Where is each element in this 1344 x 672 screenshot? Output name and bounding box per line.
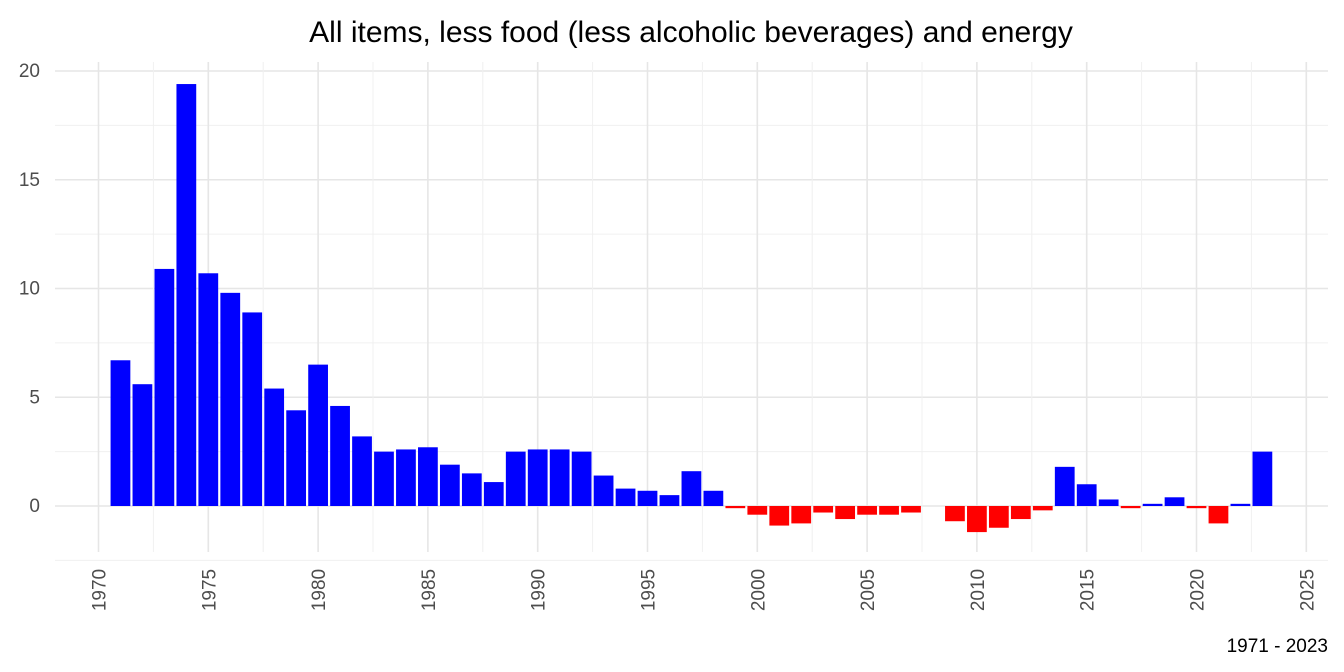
bar bbox=[1010, 506, 1031, 520]
bar bbox=[483, 482, 504, 506]
bar bbox=[132, 384, 153, 506]
bar bbox=[154, 268, 175, 506]
bar bbox=[308, 364, 328, 506]
x-tick-label: 1970 bbox=[90, 569, 111, 611]
x-tick-label: 2015 bbox=[1078, 569, 1099, 611]
bar bbox=[857, 506, 877, 515]
bar bbox=[1230, 503, 1251, 506]
bar bbox=[1120, 506, 1141, 509]
bar bbox=[791, 506, 812, 524]
x-tick-label: 2010 bbox=[968, 569, 989, 611]
bar bbox=[1252, 451, 1273, 506]
bar bbox=[176, 84, 197, 507]
x-tick-label: 2005 bbox=[858, 569, 879, 611]
x-tick-label: 2025 bbox=[1297, 569, 1318, 611]
x-tick-label: 1980 bbox=[309, 569, 330, 611]
bar bbox=[374, 451, 394, 506]
bar bbox=[879, 506, 899, 515]
bar bbox=[1098, 499, 1119, 506]
bar bbox=[725, 506, 746, 509]
bar bbox=[571, 451, 592, 506]
bar bbox=[967, 506, 987, 533]
bar bbox=[615, 488, 636, 506]
bar bbox=[945, 506, 965, 522]
bar bbox=[988, 506, 1009, 528]
x-tick-label: 1990 bbox=[529, 569, 550, 611]
bar bbox=[593, 475, 614, 506]
bar bbox=[330, 405, 350, 506]
bar bbox=[1208, 506, 1229, 524]
bar bbox=[396, 449, 416, 506]
bar bbox=[439, 464, 460, 506]
bar bbox=[1142, 503, 1163, 506]
chart-caption: 1971 - 2023 bbox=[1227, 636, 1328, 657]
bar bbox=[418, 447, 438, 506]
x-tick-label: 2020 bbox=[1188, 569, 1209, 611]
bar bbox=[198, 273, 219, 506]
x-axis-ticks: 1970 1975 1980 1985 1990 1995 2000 2005 2010 2015… bbox=[90, 569, 1319, 611]
y-tick-label: 20 bbox=[19, 61, 40, 82]
y-tick-label: 0 bbox=[29, 496, 40, 517]
bars bbox=[110, 84, 1273, 533]
bar bbox=[352, 436, 372, 506]
bar bbox=[549, 449, 570, 506]
x-tick-label: 2000 bbox=[748, 569, 769, 611]
bar bbox=[1032, 506, 1053, 511]
y-axis-ticks: 0 5 10 15 20 bbox=[19, 61, 40, 517]
x-tick-label: 1985 bbox=[419, 569, 440, 611]
bar bbox=[747, 506, 768, 515]
chart-title: All items, less food (less alcoholic bev… bbox=[309, 16, 1073, 49]
bar bbox=[769, 506, 790, 526]
y-tick-label: 5 bbox=[29, 387, 40, 408]
bar bbox=[527, 449, 548, 506]
x-tick-label: 1975 bbox=[199, 569, 220, 611]
bar bbox=[1164, 497, 1185, 506]
bar bbox=[286, 410, 307, 506]
bar bbox=[681, 471, 702, 506]
bar bbox=[637, 490, 658, 506]
bar bbox=[264, 388, 285, 506]
bar bbox=[813, 506, 834, 513]
bar bbox=[220, 292, 241, 506]
bar bbox=[703, 490, 724, 506]
bar bbox=[901, 506, 921, 513]
bar bbox=[1076, 484, 1097, 506]
bar bbox=[1054, 466, 1075, 506]
bar bbox=[835, 506, 856, 520]
bar bbox=[461, 473, 482, 506]
bar bbox=[110, 360, 131, 506]
y-tick-label: 15 bbox=[19, 170, 40, 191]
x-tick-label: 1995 bbox=[639, 569, 660, 611]
bar bbox=[242, 312, 263, 506]
bar bbox=[505, 451, 526, 506]
bar bbox=[659, 495, 680, 506]
bar bbox=[1186, 506, 1207, 509]
y-tick-label: 10 bbox=[19, 279, 40, 300]
